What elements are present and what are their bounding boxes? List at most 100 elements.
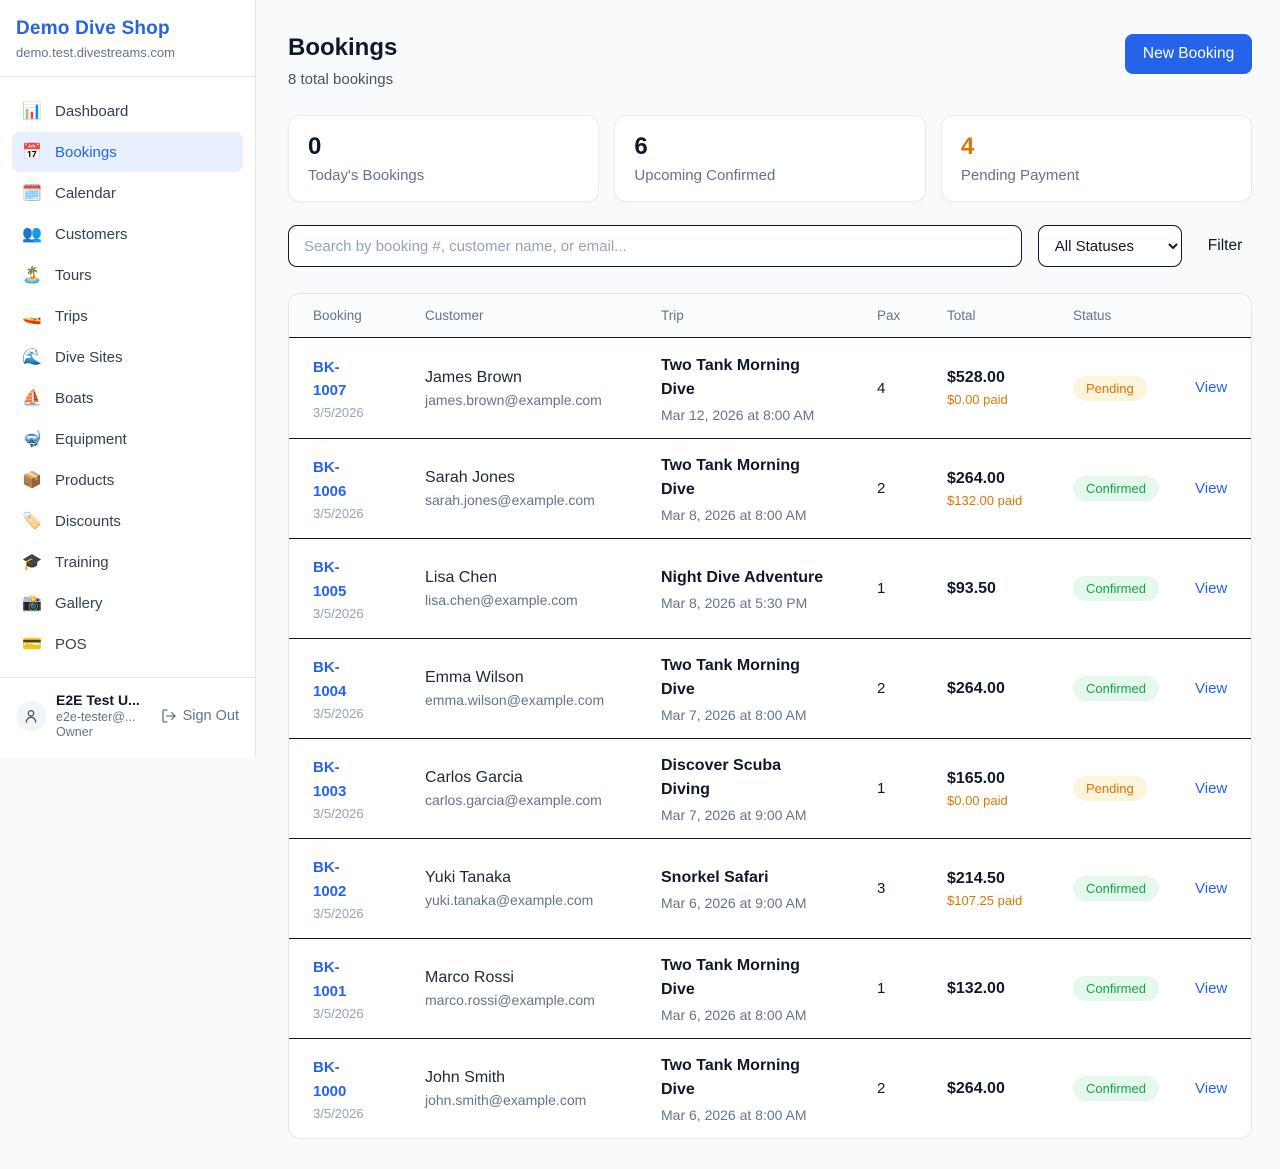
status-badge: Confirmed [1073,576,1159,601]
customer-name: Marco Rossi [425,969,514,986]
stat-card-pending-payment: 4 Pending Payment [940,115,1253,202]
page-title: Bookings [288,34,398,61]
booking-date: 3/5/2026 [313,905,364,921]
sidebar-item-bookings[interactable]: 📅 Bookings [12,132,243,172]
bar-chart-icon: 📊 [22,103,42,120]
paid-amount: $0.00 paid [947,792,1008,808]
booking-id-link[interactable]: BK-1007 [313,358,347,399]
booking-date: 3/5/2026 [313,1005,364,1021]
trip-name: Two Tank Morning Dive [661,356,800,398]
trip-datetime: Mar 7, 2026 at 8:00 AM [661,707,807,723]
sidebar-item-trips[interactable]: 🚤 Trips [12,296,243,336]
customer-email: john.smith@example.com [425,1092,587,1108]
sidebar-item-products[interactable]: 📦 Products [12,460,243,500]
sidebar-item-discounts[interactable]: 🏷️ Discounts [12,501,243,541]
sidebar-item-label: Training [55,553,109,571]
sidebar-item-label: Products [55,471,115,489]
table-header-row: Booking Customer Trip Pax Total Status [289,294,1252,338]
sign-out-icon [161,709,176,724]
customer-email: james.brown@example.com [425,391,602,408]
sidebar-item-tours[interactable]: 🏝️ Tours [12,255,243,295]
wave-icon: 🌊 [22,349,42,366]
view-link[interactable]: View [1195,979,1228,997]
booking-id-link[interactable]: BK-1004 [313,659,347,700]
sidebar-item-equipment[interactable]: 🤿 Equipment [12,419,243,459]
status-filter-select[interactable]: All Statuses [1037,225,1182,267]
status-badge: Confirmed [1073,676,1159,701]
sidebar-item-label: Calendar [55,184,116,202]
graduation-cap-icon: 🎓 [22,554,42,571]
booking-date: 3/5/2026 [313,805,364,821]
booking-id-link[interactable]: BK-1006 [313,459,347,500]
user-role: Owner [56,725,93,740]
trip-datetime: Mar 7, 2026 at 9:00 AM [661,807,807,823]
user-info: E2E Test U... e2e-tester@... Owner [56,692,140,741]
sidebar-item-label: Equipment [55,430,127,448]
customer-email: marco.rossi@example.com [425,992,595,1008]
booking-date: 3/5/2026 [313,505,364,521]
stat-value: 6 [634,133,648,160]
customer-email: yuki.tanaka@example.com [425,892,594,908]
trip-datetime: Mar 8, 2026 at 5:30 PM [661,595,808,611]
sign-out-button[interactable]: Sign Out [161,708,239,724]
column-header-pax: Pax [877,308,901,323]
sidebar-nav: 📊 Dashboard 📅 Bookings 🗓️ Calendar 👥 Custome… [0,77,255,677]
status-badge: Confirmed [1073,976,1159,1001]
table-row: BK-1002 3/5/2026 Yuki Tanaka yuki.tanaka@e… [289,838,1252,938]
sidebar-item-label: Boats [55,389,94,407]
trip-name: Snorkel Safari [661,869,769,886]
search-input[interactable] [288,225,1022,267]
view-link[interactable]: View [1195,579,1228,597]
customer-name: Yuki Tanaka [425,869,511,886]
sidebar-item-calendar[interactable]: 🗓️ Calendar [12,173,243,213]
main-content: Bookings 8 total bookings New Booking 0 … [256,0,1280,1169]
total-amount: $264.00 [947,679,1005,697]
sidebar-item-label: POS [55,635,87,653]
trip-datetime: Mar 12, 2026 at 8:00 AM [661,406,815,423]
pax-count: 1 [877,780,886,797]
status-badge: Confirmed [1073,876,1159,901]
trip-datetime: Mar 6, 2026 at 8:00 AM [661,1007,807,1023]
pax-count: 2 [877,480,886,497]
sidebar-item-training[interactable]: 🎓 Training [12,542,243,582]
sidebar-item-dashboard[interactable]: 📊 Dashboard [12,91,243,131]
stat-label: Today's Bookings [308,167,425,184]
filter-button[interactable]: Filter [1198,237,1252,255]
sidebar-item-boats[interactable]: ⛵ Boats [12,378,243,418]
stat-value: 0 [308,133,322,160]
view-link[interactable]: View [1195,379,1228,396]
page-header: Bookings 8 total bookings New Booking [288,34,1253,88]
new-booking-button[interactable]: New Booking [1124,34,1253,74]
customer-name: Carlos Garcia [425,769,523,786]
sidebar-item-dive-sites[interactable]: 🌊 Dive Sites [12,337,243,377]
camera-icon: 📸 [22,595,42,612]
filter-row: All Statuses Filter [288,225,1252,267]
sidebar-item-pos[interactable]: 💳 POS [12,624,243,664]
sidebar-item-gallery[interactable]: 📸 Gallery [12,583,243,623]
booking-id-link[interactable]: BK-1003 [313,759,347,800]
stat-cards: 0 Today's Bookings 6 Upcoming Confirmed … [288,115,1253,202]
package-icon: 📦 [22,472,42,489]
view-link[interactable]: View [1195,679,1228,697]
booking-id-link[interactable]: BK-1002 [313,859,347,900]
column-header-trip: Trip [661,308,684,323]
table-row: BK-1003 3/5/2026 Carlos Garcia carlos.garc… [289,738,1252,838]
paid-amount: $0.00 paid [947,392,1008,407]
credit-card-icon: 💳 [22,636,42,653]
booking-id-link[interactable]: BK-1001 [313,959,347,1000]
table-row: BK-1000 3/5/2026 John Smith john.smith@exa… [289,1038,1252,1138]
booking-id-link[interactable]: BK-1000 [313,1059,347,1100]
trip-name: Two Tank Morning Dive [661,657,800,698]
booking-id-link[interactable]: BK-1005 [313,559,347,600]
table-row: BK-1001 3/5/2026 Marco Rossi marco.rossi@e… [289,938,1252,1038]
view-link[interactable]: View [1195,1079,1228,1097]
island-icon: 🏝️ [22,267,42,284]
customer-name: Sarah Jones [425,469,515,486]
view-link[interactable]: View [1195,879,1228,897]
total-amount: $93.50 [947,579,996,597]
sidebar-item-customers[interactable]: 👥 Customers [12,214,243,254]
column-header-customer: Customer [425,308,484,323]
view-link[interactable]: View [1195,479,1228,497]
total-amount: $214.50 [947,869,1005,887]
view-link[interactable]: View [1195,779,1228,797]
